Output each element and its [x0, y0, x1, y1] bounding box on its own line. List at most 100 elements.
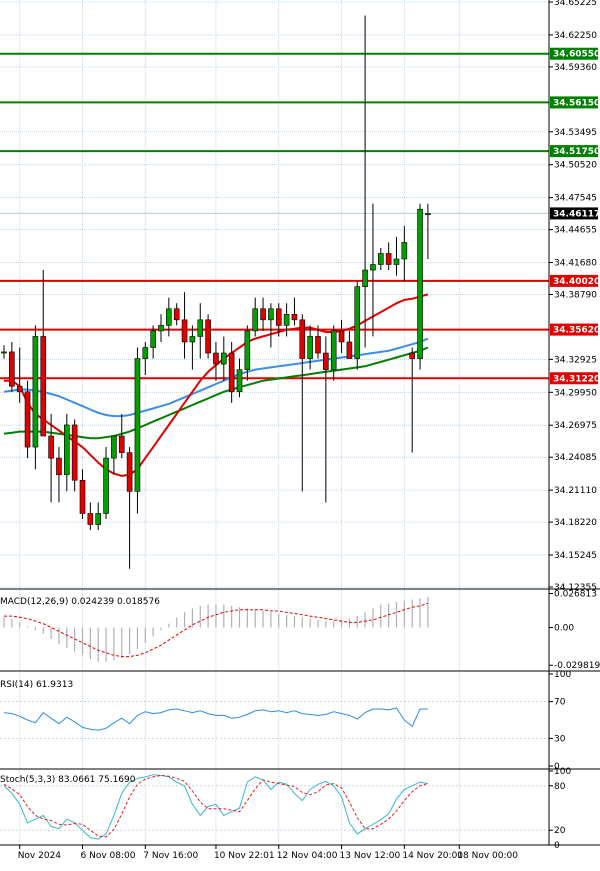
- candle: [166, 297, 172, 337]
- price-tick-label: 34.47545: [554, 194, 597, 204]
- candle: [268, 303, 274, 348]
- candle: [181, 292, 188, 359]
- time-tick-label: 14 Nov 20:00: [402, 851, 463, 861]
- time-tick-label: Nov 2024: [18, 851, 62, 861]
- grid: [0, 0, 549, 845]
- candle: [126, 447, 133, 569]
- candle-body: [291, 314, 298, 321]
- candle: [323, 336, 329, 503]
- candle: [32, 325, 39, 470]
- candle-body: [142, 347, 149, 359]
- candle-body: [64, 424, 70, 476]
- axes: [0, 0, 600, 849]
- candle-body: [118, 435, 125, 453]
- price-tick-label: 34.50520: [554, 161, 597, 171]
- candle-body: [95, 513, 101, 525]
- candle: [244, 325, 251, 381]
- candle: [299, 314, 306, 492]
- candle: [197, 303, 204, 359]
- price-tick-label: 34.44655: [554, 226, 597, 236]
- price-tick-label: 34.12355: [554, 583, 597, 593]
- level-label: 34.40020: [553, 277, 600, 287]
- candle: [95, 502, 101, 531]
- candle: [330, 325, 337, 381]
- candle: [401, 225, 408, 282]
- axis-labels: 34.65225 34.62250 34.59360 34.53495 34.50520…: [18, 0, 600, 861]
- candle-body: [362, 269, 368, 287]
- candle: [40, 270, 47, 437]
- candle-body: [275, 308, 282, 326]
- rsi-line: [3, 707, 428, 731]
- candle-body: [409, 352, 416, 359]
- price-tick-label: 34.24085: [554, 453, 597, 463]
- level-tag: [550, 96, 598, 109]
- candle: [275, 303, 282, 337]
- candle-body: [71, 424, 78, 481]
- stoch-tick-label: 0: [554, 841, 560, 851]
- candle-body: [417, 208, 423, 359]
- price-tick-label: 34.65225: [554, 0, 597, 8]
- candle: [307, 325, 313, 370]
- price-tick-label: 34.38790: [554, 291, 597, 301]
- rsi-label: RSI(14) 61.9313: [0, 680, 73, 690]
- candle-body: [197, 319, 204, 337]
- level-label: 34.31220: [553, 374, 600, 384]
- candle-body: [16, 385, 23, 393]
- candle-body: [299, 319, 306, 359]
- time-tick-label: 12 Nov 04:00: [277, 851, 338, 861]
- rsi-panel: RSI(14) 61.9313: [0, 680, 549, 739]
- candle: [134, 347, 141, 514]
- time-tick-label: 7 Nov 16:00: [143, 851, 198, 861]
- price-tick-label: 34.26975: [554, 421, 597, 431]
- level-label: 34.51750: [553, 147, 600, 157]
- price-tick-label: 34.32925: [554, 355, 597, 365]
- candle-body: [377, 253, 384, 265]
- candle: [1, 345, 7, 359]
- candle-body: [87, 513, 94, 525]
- candle-body: [24, 391, 31, 448]
- candle: [283, 303, 290, 337]
- candle-body: [173, 308, 180, 321]
- candle: [213, 341, 219, 381]
- price-tick-label: 34.15245: [554, 551, 597, 561]
- stoch-d-line: [3, 774, 429, 838]
- candle-body: [307, 336, 313, 359]
- candle-body: [330, 330, 337, 370]
- candle: [71, 419, 78, 492]
- level-label: 34.56150: [553, 98, 600, 108]
- candle: [87, 502, 94, 531]
- stoch-tick-label: 100: [554, 767, 571, 777]
- candle: [409, 347, 416, 453]
- macd-label: MACD(12,26,9) 0.024239 0.018576: [0, 597, 160, 607]
- price-tick-label: 34.53495: [554, 128, 597, 138]
- candle-body: [370, 264, 376, 271]
- macd-tick-label: 0.00: [554, 623, 574, 633]
- rsi-tick-label: 30: [554, 734, 566, 744]
- candle: [291, 297, 298, 326]
- level-label: 34.60550: [553, 50, 600, 60]
- candle: [118, 413, 125, 459]
- candle: [338, 319, 345, 354]
- candle: [377, 247, 384, 271]
- current-price-label: 34.46117: [553, 209, 600, 219]
- candle-body: [244, 330, 251, 370]
- price-tick-label: 34.21110: [554, 486, 597, 496]
- macd-tick-label: -0.029819: [554, 661, 600, 671]
- horizontal-levels: 34.60550 34.56150 34.51750 34.40020 34.35620…: [0, 47, 600, 385]
- candle-body: [338, 330, 345, 343]
- candle-body: [236, 369, 243, 393]
- rsi-tick-label: 70: [554, 698, 566, 708]
- candle: [158, 314, 164, 342]
- candle: [228, 341, 235, 403]
- candle-body: [79, 479, 86, 514]
- candle: [24, 380, 31, 459]
- candle-body: [385, 253, 392, 265]
- candle: [79, 469, 86, 520]
- candle-body: [346, 341, 353, 359]
- candle-body: [315, 336, 321, 354]
- candle: [315, 325, 321, 359]
- level-label: 34.35620: [553, 326, 600, 336]
- candle-body: [425, 213, 431, 216]
- stoch-tick-label: 20: [554, 826, 566, 836]
